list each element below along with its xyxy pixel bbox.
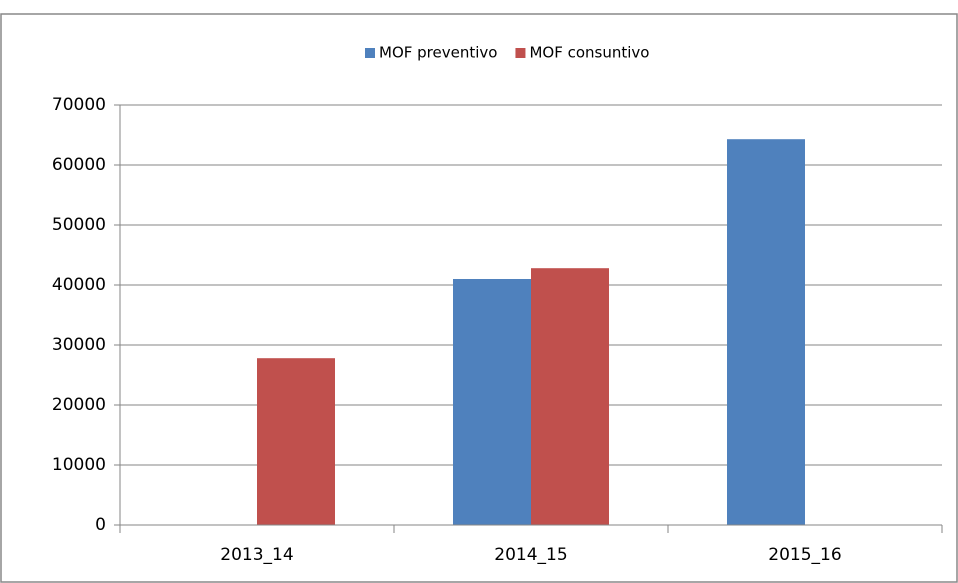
legend-label: MOF consuntivo <box>529 44 649 62</box>
x-tick-label: 2013_14 <box>220 545 293 565</box>
legend-swatch <box>515 48 526 58</box>
y-tick-label: 70000 <box>52 95 106 115</box>
y-tick-label: 20000 <box>52 395 106 415</box>
legend-swatch <box>365 48 375 58</box>
y-tick-label: 30000 <box>52 335 106 355</box>
x-tick-label: 2015_16 <box>768 545 841 565</box>
y-tick-label: 10000 <box>52 455 106 475</box>
bar <box>453 279 531 525</box>
bar <box>257 358 335 525</box>
y-tick-label: 60000 <box>52 155 106 175</box>
bar <box>531 268 609 525</box>
y-tick-label: 50000 <box>52 215 106 235</box>
y-tick-label: 40000 <box>52 275 106 295</box>
legend-label: MOF preventivo <box>379 44 497 62</box>
y-tick-label: 0 <box>95 515 106 535</box>
bar <box>727 139 805 525</box>
x-tick-label: 2014_15 <box>494 545 567 565</box>
